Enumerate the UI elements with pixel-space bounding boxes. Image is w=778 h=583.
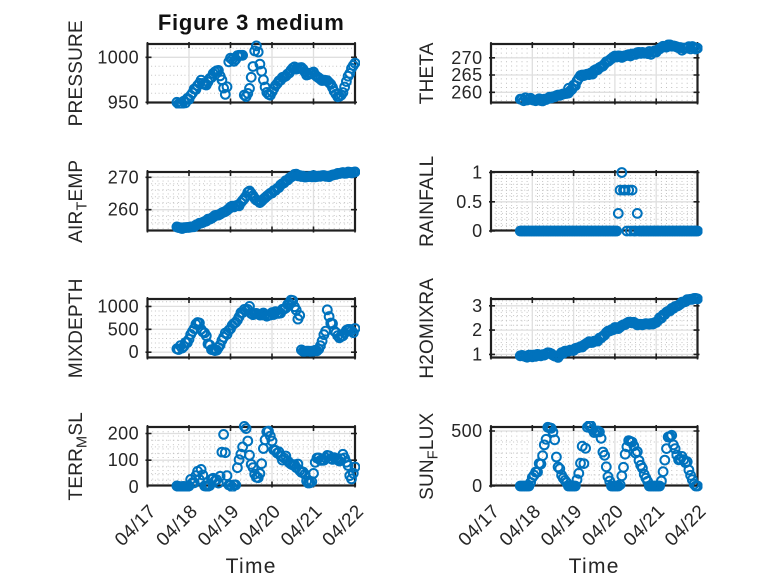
svg-text:100: 100 — [108, 450, 139, 470]
svg-text:500: 500 — [451, 421, 482, 441]
svg-text:265: 265 — [451, 65, 482, 85]
svg-text:500: 500 — [108, 319, 139, 339]
svg-text:PRESSURE: PRESSURE — [66, 20, 87, 126]
svg-text:Time: Time — [569, 555, 620, 578]
svg-text:200: 200 — [108, 424, 139, 444]
svg-text:0: 0 — [472, 476, 482, 496]
svg-text:Figure 3 medium: Figure 3 medium — [158, 10, 345, 35]
svg-text:1: 1 — [472, 163, 482, 183]
svg-text:RAINFALL: RAINFALL — [417, 156, 438, 247]
svg-text:270: 270 — [451, 48, 482, 68]
svg-text:THETA: THETA — [417, 42, 438, 104]
svg-text:H2OMIXRA: H2OMIXRA — [417, 278, 438, 379]
svg-text:TERRM​SL: TERRM​SL — [66, 412, 91, 500]
svg-text:260: 260 — [108, 200, 139, 220]
svg-text:950: 950 — [108, 92, 139, 112]
svg-text:270: 270 — [108, 167, 139, 187]
svg-text:1: 1 — [472, 344, 482, 364]
svg-text:2: 2 — [472, 320, 482, 340]
svg-text:0: 0 — [472, 221, 482, 241]
svg-text:0: 0 — [129, 477, 139, 497]
svg-text:MIXDEPTH: MIXDEPTH — [66, 278, 87, 378]
svg-text:3: 3 — [472, 296, 482, 316]
svg-text:1000: 1000 — [97, 47, 139, 67]
svg-text:AIRT​EMP: AIRT​EMP — [66, 160, 91, 243]
svg-text:Time: Time — [226, 555, 277, 578]
svg-text:0.5: 0.5 — [456, 192, 482, 212]
svg-text:1000: 1000 — [97, 296, 139, 316]
svg-text:260: 260 — [451, 82, 482, 102]
svg-text:SUNF​LUX: SUNF​LUX — [417, 412, 442, 499]
svg-text:0: 0 — [129, 342, 139, 362]
